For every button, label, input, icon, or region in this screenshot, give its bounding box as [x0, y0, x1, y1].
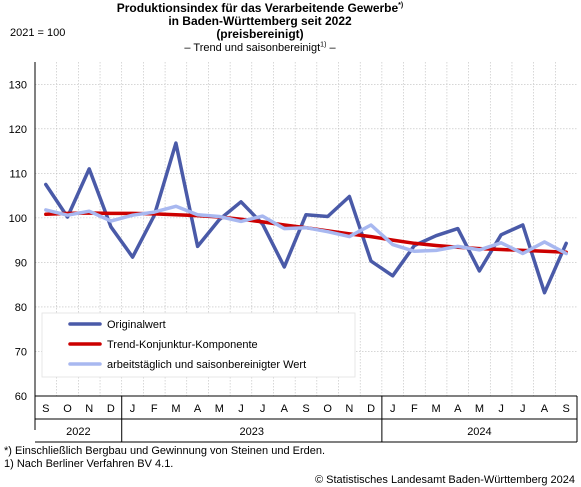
y-tick-label: 100 — [9, 213, 27, 225]
footnote-2: 1) Nach Berliner Verfahren BV 4.1. — [4, 458, 174, 470]
footnote-1: *) Einschließlich Bergbau und Gewinnung … — [4, 445, 326, 457]
x-tick-label: M — [171, 403, 180, 415]
legend-label: Originalwert — [107, 319, 166, 331]
x-tick-label: M — [215, 403, 224, 415]
x-tick-label: O — [63, 403, 72, 415]
x-tick-label: S — [302, 403, 309, 415]
y-tick-label: 70 — [15, 346, 27, 358]
year-label: 2022 — [66, 426, 90, 438]
source-note: © Statistisches Landesamt Baden-Württemb… — [314, 474, 575, 486]
x-tick-label: A — [281, 403, 289, 415]
series-line-3 — [44, 204, 568, 256]
x-tick-label: F — [151, 403, 158, 415]
x-tick-label: J — [238, 403, 244, 415]
x-tick-label: A — [541, 403, 549, 415]
x-tick-label: D — [107, 403, 115, 415]
x-tick-label: F — [411, 403, 418, 415]
y-tick-label: 120 — [9, 124, 27, 136]
base-year-label: 2021 = 100 — [10, 27, 66, 39]
x-tick-label: O — [323, 403, 332, 415]
x-tick-label: M — [431, 403, 440, 415]
subtitle-text: – Trend und saisonbereinigt — [184, 42, 321, 54]
x-tick-label: J — [260, 403, 266, 415]
legend-label: Trend-Konjunktur-Komponente — [107, 339, 258, 351]
year-label: 2024 — [467, 426, 491, 438]
x-tick-label: J — [498, 403, 504, 415]
y-tick-label: 130 — [9, 79, 27, 91]
x-tick-label: N — [345, 403, 353, 415]
x-tick-label: S — [42, 403, 49, 415]
year-label: 2023 — [240, 426, 264, 438]
y-tick-label: 80 — [15, 302, 27, 314]
x-tick-label: A — [194, 403, 202, 415]
x-tick-label: D — [367, 403, 375, 415]
y-tick-label: 90 — [15, 257, 27, 269]
legend-label: arbeitstäglich und saisonbereinigter Wer… — [107, 359, 306, 371]
title-line-1: Produktionsindex für das Verarbeitende G… — [116, 1, 399, 15]
x-tick-label: J — [520, 403, 526, 415]
y-tick-label: 60 — [15, 391, 27, 403]
series-line-1 — [44, 141, 568, 295]
x-tick-label: S — [562, 403, 569, 415]
x-tick-label: J — [390, 403, 396, 415]
subtitle-footnote-mark: 1) — [320, 41, 327, 49]
chart-title: Produktionsindex für das Verarbeitende G… — [0, 2, 520, 55]
title-footnote-mark: *) — [398, 2, 404, 9]
subtitle-end: – — [326, 42, 336, 54]
x-tick-label: N — [85, 403, 93, 415]
title-line-3: (preisbereinigt) — [216, 27, 304, 41]
y-tick-label: 110 — [9, 168, 27, 180]
x-tick-label: J — [130, 403, 136, 415]
x-tick-label: M — [475, 403, 484, 415]
title-line-2: in Baden-Württemberg seit 2022 — [168, 14, 352, 28]
x-tick-label: A — [454, 403, 462, 415]
